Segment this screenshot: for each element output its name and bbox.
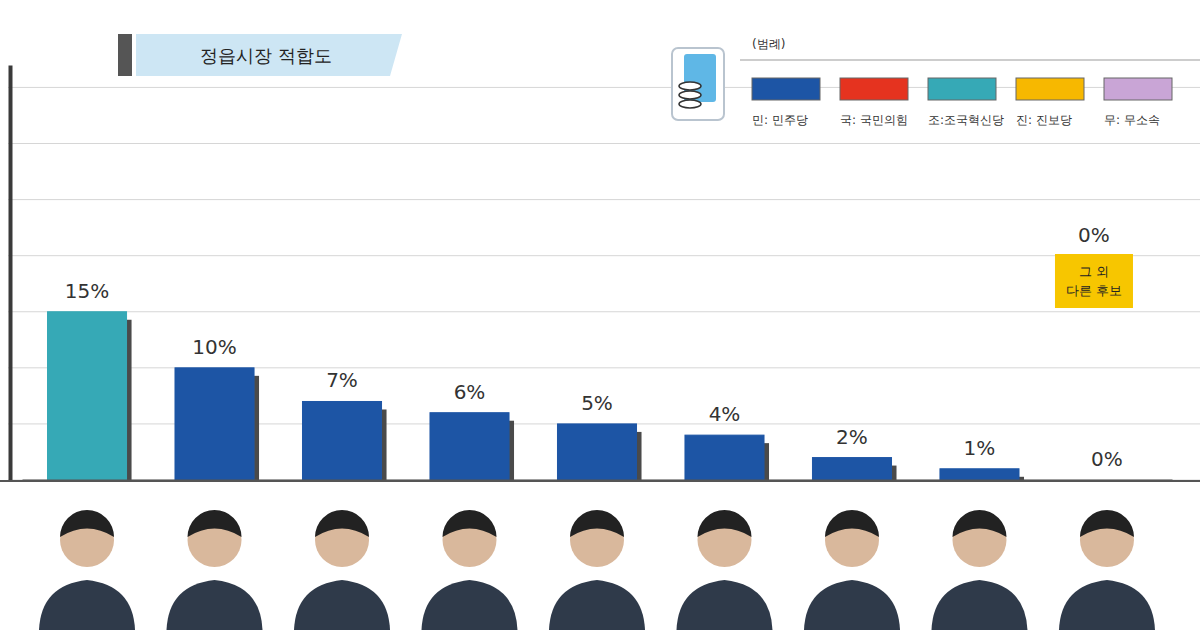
title-background [136,34,402,76]
legend-label: 진: 진보당 [1016,113,1072,127]
legend-icon [672,48,724,120]
grid-line [8,255,1200,256]
data-label: 7% [326,368,358,392]
data-label: 15% [65,279,109,303]
legend-icon-coin [679,82,701,90]
legend-title: (범례) [752,37,785,51]
title: 정읍시장 적합도 [200,45,332,66]
annotation: 0% 그 외다른 후보 [1055,223,1133,308]
photo-body [167,580,263,630]
bar-shadow [382,409,387,480]
photo-hair [570,510,624,537]
photo-hair [825,510,879,537]
bar-shadow [892,466,897,480]
legend-swatch [752,78,820,100]
data-label: 6% [454,380,486,404]
grid-line [8,311,1200,312]
bar [302,401,381,480]
data-label: 10% [192,335,236,359]
annotation-box [1055,254,1133,308]
bar-shadow [254,376,259,480]
legend-label: 국: 국민의힘 [840,113,908,127]
photo-body [1059,580,1155,630]
photo-hair [188,510,242,537]
data-labels: 15% 10% 7% 6% 5% 4% 2% 1% 0% [65,279,1123,471]
data-label: 1% [964,436,996,460]
legend: (범례) 민: 민주당 국: 국민의힘 조:조국혁신당 진: 진보당 무: 무소속 [672,37,1200,127]
photo-hair [315,510,369,537]
bar [940,469,1019,480]
legend-swatch [1016,78,1084,100]
bar-shadow [509,421,514,480]
photo-body [676,580,772,630]
legend-icon-coin [679,100,701,108]
grid-line [8,199,1200,200]
photo-hair [60,510,114,537]
legend-swatch [1104,78,1172,100]
title-banner: 정읍시장 적합도 [118,34,402,76]
photo-body [294,580,390,630]
photo-body [549,580,645,630]
photo-hair [952,510,1006,537]
legend-swatch [928,78,996,100]
photo-hair [1080,510,1134,537]
bar [430,413,509,480]
bar [685,435,764,480]
data-label: 0% [1091,447,1123,471]
bar-shadow [127,320,132,480]
photo-body [422,580,518,630]
legend-divider [740,59,1200,61]
data-label: 5% [581,391,613,415]
legend-icon-coin [679,91,701,99]
grid-line [8,143,1200,144]
chart: 15% 10% 7% 6% 5% 4% 2% 1% 0% 0% 그 외다른 후보 정읍시장 적합도 (범… [0,0,1200,630]
bar-shadow [637,432,642,480]
grid [8,87,1200,480]
photo-hair [697,510,751,537]
legend-label: 민: 민주당 [752,113,808,127]
legend-label: 무: 무소속 [1104,113,1160,127]
photo-body [931,580,1027,630]
photo-body [39,580,135,630]
bar [812,458,891,480]
bar [175,368,254,480]
bar [47,312,126,480]
legend-label: 조:조국혁신당 [928,113,1004,127]
data-label: 2% [836,425,868,449]
data-label: 4% [709,402,741,426]
y-axis-line [9,66,13,481]
title-marker [118,34,132,76]
photo-hair [443,510,497,537]
bar [557,424,636,480]
photos [39,510,1155,630]
bars [47,312,1024,480]
baseline [0,480,1200,482]
photo-body [804,580,900,630]
y-axis [10,66,12,481]
legend-swatch [840,78,908,100]
annotation-text: 그 외다른 후보 [1066,264,1122,298]
bar-shadow [764,443,769,480]
annotation-value: 0% [1078,223,1110,247]
